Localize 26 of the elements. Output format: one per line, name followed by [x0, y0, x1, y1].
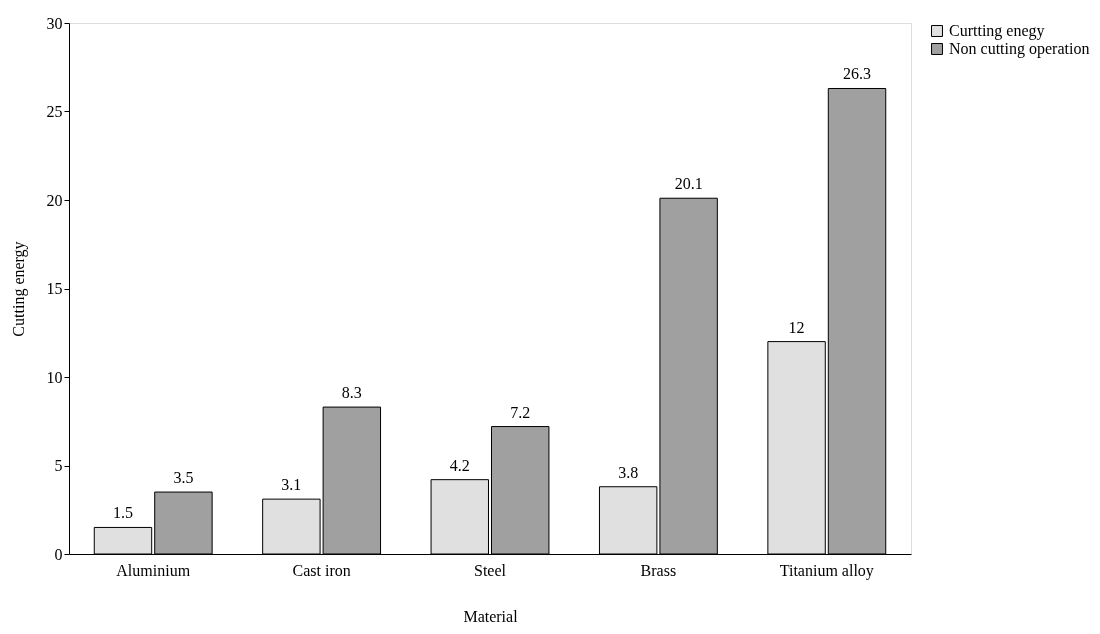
x-tick-label: Cast iron [292, 561, 351, 579]
data-label: 3.8 [618, 463, 639, 481]
y-tick-label: 5 [54, 457, 63, 474]
x-tick-label: Titanium alloy [779, 561, 874, 580]
data-label: 3.1 [281, 476, 302, 494]
y-tick-label: 20 [46, 191, 63, 209]
y-tick-label: 10 [46, 368, 63, 386]
data-label: 12 [788, 318, 805, 336]
legend-label: Curtting enegy [949, 22, 1045, 40]
data-label: 7.2 [510, 403, 531, 421]
x-tick-label: Aluminium [116, 561, 191, 579]
x-tick-label: Brass [640, 561, 677, 579]
legend-label: Non cutting operation [949, 40, 1090, 58]
x-tick-label: Steel [474, 561, 507, 579]
data-label: 1.5 [112, 504, 133, 522]
y-tick-label: 30 [46, 14, 63, 32]
y-tick-label: 25 [46, 103, 63, 120]
data-label: 3.5 [173, 469, 194, 487]
y-axis-title: Cutting energy [9, 241, 28, 337]
data-label: 20.1 [674, 175, 703, 193]
y-tick-label: 15 [46, 280, 63, 297]
data-label: 26.3 [843, 65, 872, 83]
y-tick-label: 0 [54, 545, 63, 563]
data-label: 4.2 [449, 456, 470, 474]
data-label: 8.3 [341, 384, 362, 402]
x-axis-title: Material [463, 607, 519, 625]
